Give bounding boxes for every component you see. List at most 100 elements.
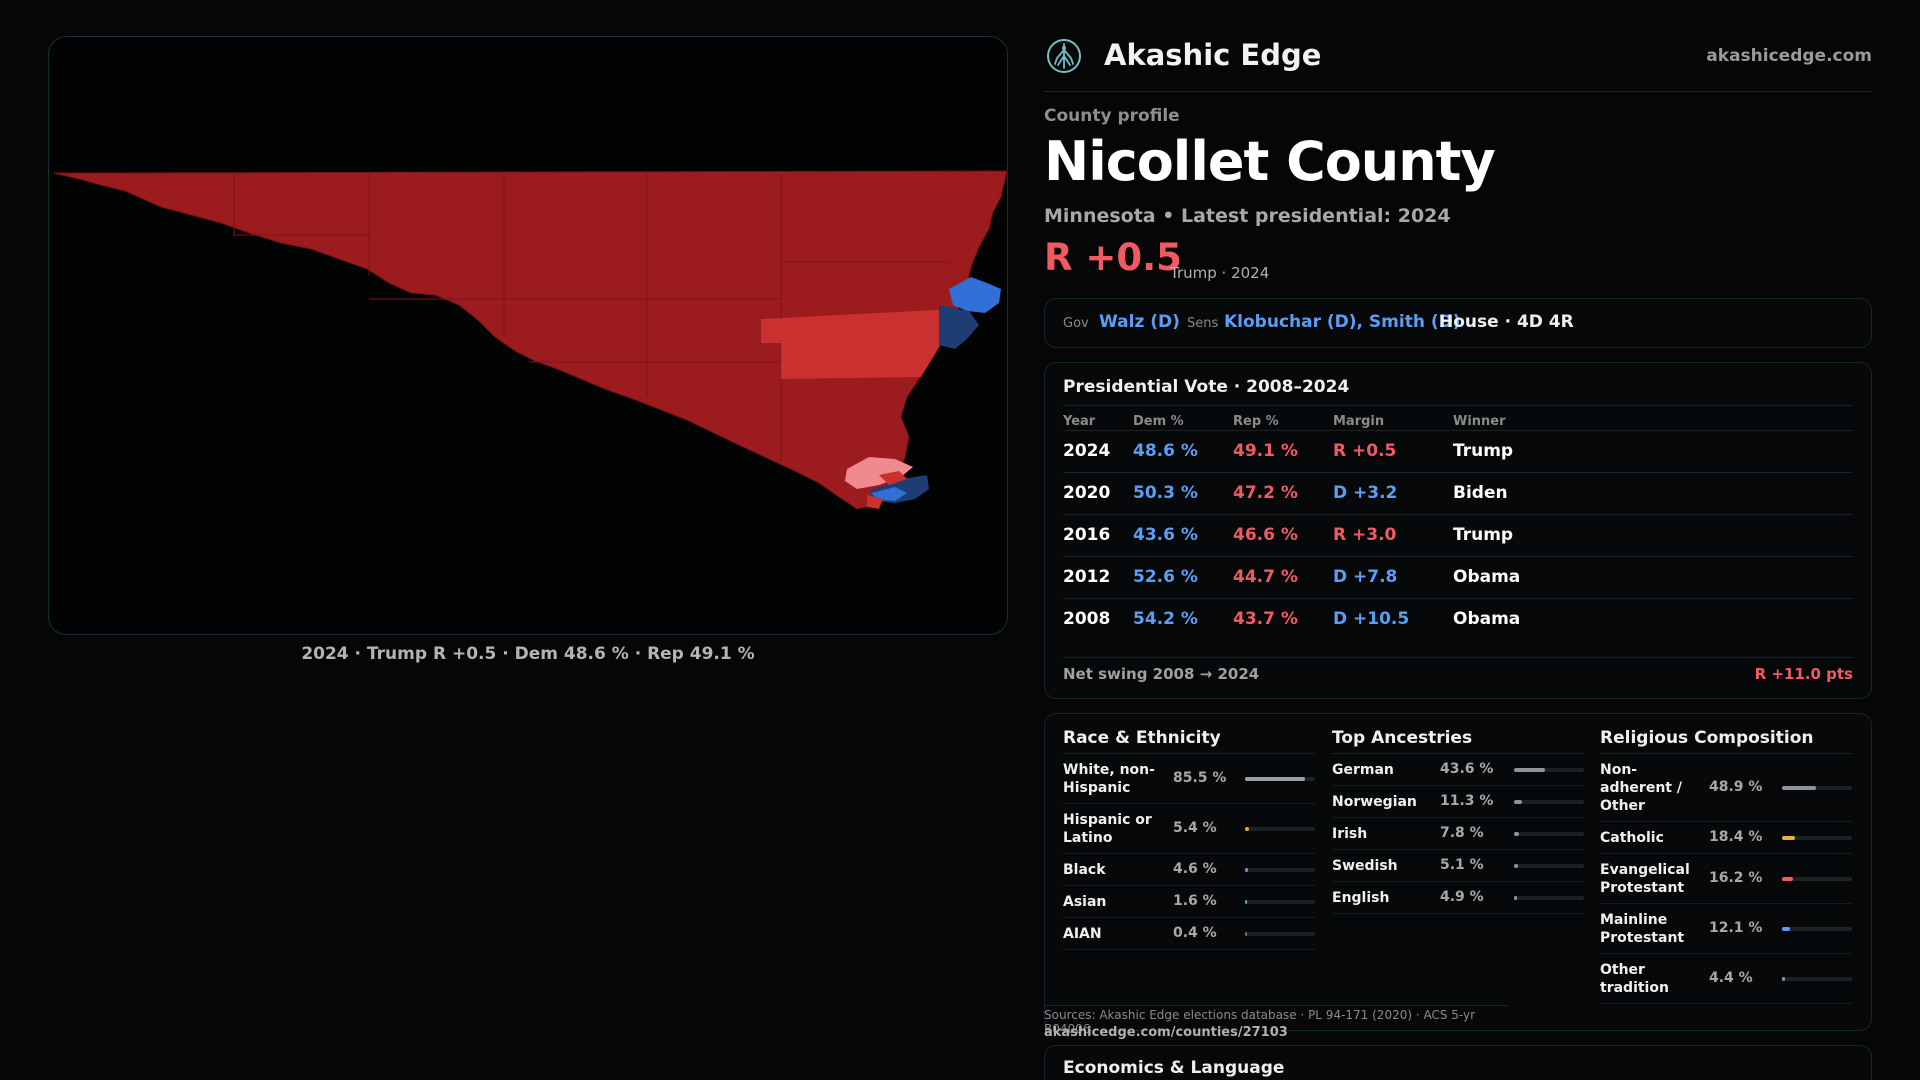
table-row[interactable]: 2020 50.3 % 47.2 % D +3.2 Biden — [1063, 472, 1853, 514]
item-value: 5.4 % — [1173, 820, 1217, 836]
dem-pct-cell: 54.2 % — [1133, 609, 1198, 629]
percent-bar — [1782, 977, 1852, 981]
table-row[interactable]: 2016 43.6 % 46.6 % R +3.0 Trump — [1063, 514, 1853, 556]
percent-bar — [1782, 786, 1852, 790]
percent-bar-fill — [1245, 868, 1249, 872]
economics-title: Economics & Language — [1063, 1058, 1285, 1078]
table-row[interactable]: 2024 48.6 % 49.1 % R +0.5 Trump — [1063, 430, 1853, 472]
race-title: Race & Ethnicity — [1063, 728, 1315, 754]
percent-bar-fill — [1782, 927, 1791, 931]
divider — [1063, 657, 1853, 658]
officials-bar: Gov Walz (D) Sens Klobuchar (D), Smith (… — [1044, 298, 1872, 348]
sources-note: Sources: Akashic Edge elections database… — [1044, 1005, 1508, 1036]
item-value: 48.9 % — [1709, 779, 1763, 795]
dem-pct-cell: 43.6 % — [1133, 525, 1198, 545]
sens-label: Sens — [1187, 316, 1219, 331]
ancestries-title: Top Ancestries — [1332, 728, 1584, 754]
list-item: English 4.9 % — [1332, 882, 1584, 914]
percent-bar — [1514, 864, 1584, 868]
col-header-dem: Dem % — [1133, 414, 1184, 429]
percent-bar — [1782, 927, 1852, 931]
percent-bar — [1245, 932, 1315, 936]
rep-pct-cell: 44.7 % — [1233, 567, 1298, 587]
map-precincts-rep-south-tip[interactable] — [867, 495, 883, 509]
tree-logo-icon[interactable] — [1046, 38, 1082, 74]
year-cell: 2008 — [1063, 609, 1111, 629]
item-label: Mainline Protestant — [1600, 912, 1685, 946]
year-cell: 2016 — [1063, 525, 1111, 545]
year-cell: 2024 — [1063, 441, 1111, 461]
col-header-winner: Winner — [1453, 414, 1506, 429]
map-precincts-dem[interactable] — [949, 277, 1001, 313]
item-value: 4.4 % — [1709, 970, 1753, 986]
map-township-lines — [233, 173, 949, 462]
percent-bar-fill — [1514, 800, 1522, 804]
item-value: 7.8 % — [1440, 825, 1484, 841]
brand-name[interactable]: Akashic Edge — [1104, 38, 1322, 72]
table-row[interactable]: 2008 54.2 % 43.7 % D +10.5 Obama — [1063, 598, 1853, 640]
county-map-panel[interactable] — [48, 36, 1008, 635]
item-label: Evangelical Protestant — [1600, 862, 1690, 896]
map-precincts-rep-light-2[interactable] — [879, 471, 907, 485]
item-label: AIAN — [1063, 926, 1102, 942]
list-item: Swedish 5.1 % — [1332, 850, 1584, 882]
margin-cell: R +0.5 — [1333, 441, 1397, 461]
ancestries-section: Top Ancestries German 43.6 % Norwegian 11.3… — [1332, 728, 1584, 914]
county-subtitle: Minnesota • Latest presidential: 2024 — [1044, 205, 1451, 227]
county-map[interactable] — [49, 37, 1008, 635]
item-value: 85.5 % — [1173, 770, 1227, 786]
table-row[interactable]: 2012 52.6 % 44.7 % D +7.8 Obama — [1063, 556, 1853, 598]
net-swing-value: R +11.0 pts — [1754, 665, 1853, 683]
list-item: Mainline Protestant 12.1 % — [1600, 904, 1852, 954]
county-url-link[interactable]: akashicedge.com/counties/27103 — [1044, 1025, 1288, 1040]
map-precincts-rep-lean[interactable] — [761, 309, 955, 379]
map-precincts-dem-south-blue[interactable] — [871, 487, 907, 501]
percent-bar-fill — [1782, 877, 1794, 881]
item-label: Non- adherent / Other — [1600, 762, 1682, 814]
item-label: Other tradition — [1600, 962, 1669, 996]
brand-header: Akashic Edge akashicedge.com — [1044, 36, 1872, 92]
sens-value[interactable]: Klobuchar (D), Smith (D) — [1224, 312, 1461, 332]
list-item: White, non- Hispanic 85.5 % — [1063, 754, 1315, 804]
percent-bar — [1782, 836, 1852, 840]
list-item: Hispanic or Latino 5.4 % — [1063, 804, 1315, 854]
winner-cell: Trump — [1453, 525, 1514, 545]
percent-bar-fill — [1245, 827, 1249, 831]
rep-pct-cell: 46.6 % — [1233, 525, 1298, 545]
map-caption: 2024 · Trump R +0.5 · Dem 48.6 % · Rep 4… — [301, 644, 755, 664]
item-value: 5.1 % — [1440, 857, 1484, 873]
list-item: Non- adherent / Other 48.9 % — [1600, 754, 1852, 822]
page-title: Nicollet County — [1044, 130, 1496, 193]
item-value: 43.6 % — [1440, 761, 1494, 777]
item-label: German — [1332, 762, 1394, 778]
item-label: Norwegian — [1332, 794, 1417, 810]
rep-pct-cell: 43.7 % — [1233, 609, 1298, 629]
item-value: 18.4 % — [1709, 829, 1763, 845]
profile-column: Akashic Edge akashicedge.com County prof… — [1044, 0, 1872, 1080]
item-value: 0.4 % — [1173, 925, 1217, 941]
gov-value[interactable]: Walz (D) — [1099, 312, 1180, 332]
latest-margin-note: Trump · 2024 — [1170, 264, 1270, 282]
percent-bar-fill — [1782, 836, 1795, 840]
percent-bar-fill — [1245, 932, 1247, 936]
winner-cell: Biden — [1453, 483, 1508, 503]
rep-pct-cell: 49.1 % — [1233, 441, 1298, 461]
presidential-vote-card: Presidential Vote · 2008–2024 Year Dem %… — [1044, 362, 1872, 699]
demographics-card: Race & Ethnicity White, non- Hispanic 85.… — [1044, 713, 1872, 1031]
margin-cell: R +3.0 — [1333, 525, 1397, 545]
item-label: Swedish — [1332, 858, 1398, 874]
map-precincts-rep-light[interactable] — [845, 457, 913, 489]
percent-bar-fill — [1514, 896, 1518, 900]
economics-card: Economics & Language — [1044, 1045, 1872, 1080]
dem-pct-cell: 52.6 % — [1133, 567, 1198, 587]
item-value: 1.6 % — [1173, 893, 1217, 909]
item-label: Black — [1063, 862, 1106, 878]
map-precincts-dem-dark[interactable] — [939, 305, 979, 349]
brand-url-link[interactable]: akashicedge.com — [1706, 46, 1872, 66]
religion-title: Religious Composition — [1600, 728, 1852, 754]
col-header-margin: Margin — [1333, 414, 1385, 429]
percent-bar — [1514, 768, 1584, 772]
rep-pct-cell: 47.2 % — [1233, 483, 1298, 503]
item-value: 11.3 % — [1440, 793, 1494, 809]
dem-pct-cell: 48.6 % — [1133, 441, 1198, 461]
